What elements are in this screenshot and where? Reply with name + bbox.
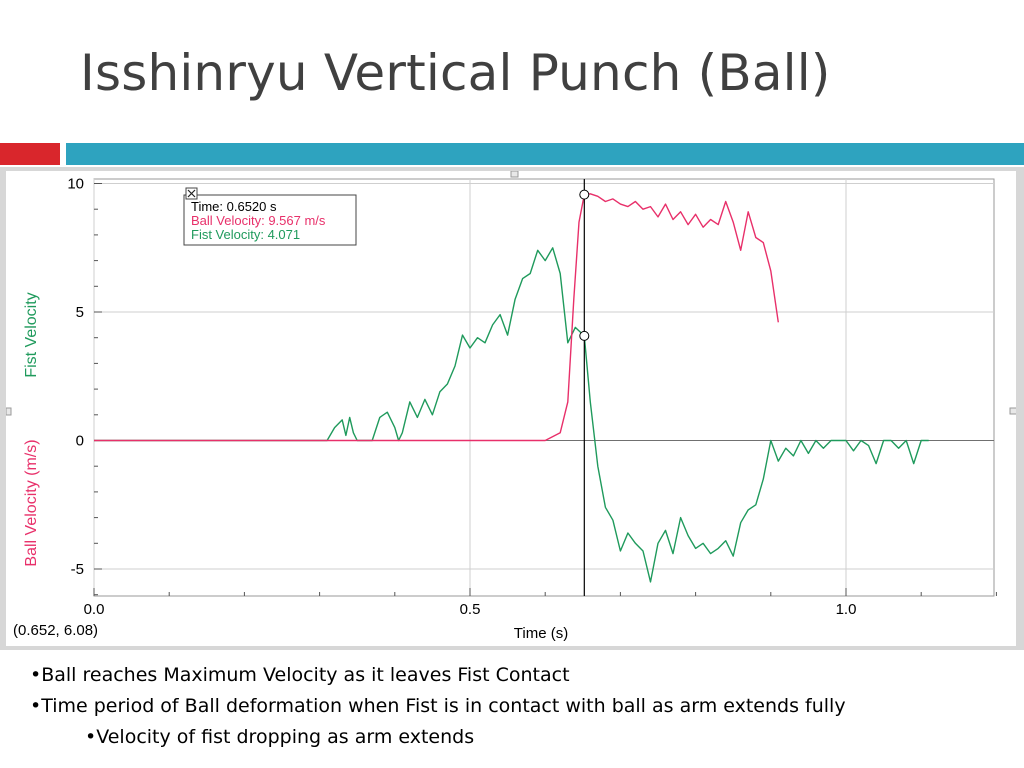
- plot-area: [93, 178, 995, 597]
- close-icon-stroke: [187, 189, 196, 198]
- x-axis-label: Time (s): [514, 625, 568, 642]
- legend-time: Time: 0.6520 s: [191, 199, 277, 214]
- bullet-item: •Ball reaches Maximum Velocity as it lea…: [30, 664, 570, 686]
- accent-bar-blue: [66, 143, 1024, 165]
- resize-handle[interactable]: [510, 171, 519, 178]
- velocity-chart[interactable]: 10 5 0 -5 0.0 0.5 1.0 Time (s) Ball Velocity (m/…: [6, 171, 1016, 646]
- y-axis-label-ball: Ball Velocity (m/s): [23, 439, 40, 566]
- fist-velocity-line: [94, 247, 929, 583]
- legend-ball: Ball Velocity: 9.567 m/s: [191, 213, 326, 228]
- graph-panel: 10 5 0 -5 0.0 0.5 1.0 Time (s) Ball Velocity (m/…: [0, 167, 1024, 650]
- graph-canvas[interactable]: 10 5 0 -5 0.0 0.5 1.0 Time (s) Ball Velocity (m/…: [6, 171, 1016, 646]
- ball-velocity-line: [94, 193, 779, 442]
- sub-bullet-item: •Velocity of fist dropping as arm extend…: [85, 726, 475, 748]
- bullet-item: •Time period of Ball deformation when Fi…: [30, 695, 846, 717]
- slide-title: Isshinryu Vertical Punch (Ball): [80, 44, 831, 102]
- y-tick-label: -5: [71, 561, 84, 578]
- resize-handle[interactable]: [1009, 407, 1016, 415]
- y-tick-label: 10: [67, 176, 84, 193]
- fist-cursor-marker: [579, 330, 590, 341]
- accent-bar-red: [0, 143, 60, 165]
- resize-handle[interactable]: [6, 407, 12, 416]
- coordinate-readout: (0.652, 6.08): [13, 622, 98, 639]
- y-axis-label-fist: Fist Velocity: [23, 292, 40, 377]
- x-tick-label: 0.0: [84, 601, 105, 618]
- ball-cursor-marker: [579, 189, 590, 200]
- legend-fist: Fist Velocity: 4.071: [191, 227, 300, 242]
- examine-box: [183, 194, 357, 246]
- bullet-list: •Ball reaches Maximum Velocity as it lea…: [30, 660, 846, 753]
- y-tick-label: 5: [76, 304, 84, 321]
- x-tick-label: 0.5: [460, 601, 481, 618]
- y-tick-label: 0: [76, 433, 84, 450]
- x-tick-label: 1.0: [836, 601, 857, 618]
